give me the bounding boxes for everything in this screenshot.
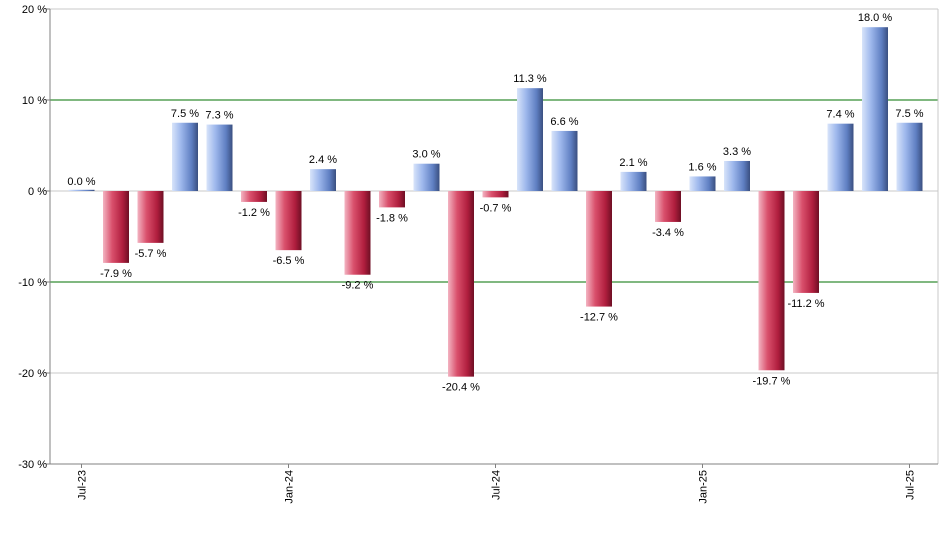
bar-nov-24 xyxy=(620,171,647,191)
y-tick-label: 10 % xyxy=(22,95,47,107)
bar-value-label: -12.7 % xyxy=(580,312,618,324)
bar-value-label: -1.8 % xyxy=(376,212,408,224)
bar-value-label: 7.5 % xyxy=(895,108,923,120)
bar-value-label: 3.0 % xyxy=(412,149,440,161)
bars xyxy=(68,27,923,377)
y-tick-label: -10 % xyxy=(18,277,47,289)
bar-aug-23 xyxy=(103,191,129,263)
bar-value-label: -5.7 % xyxy=(135,248,167,260)
bar-value-label: 0.0 % xyxy=(67,176,95,188)
bar-aug-24 xyxy=(517,88,543,191)
bar-value-label: 2.1 % xyxy=(619,157,647,169)
bar-jul-23 xyxy=(68,189,95,191)
bar-feb-25 xyxy=(724,160,750,191)
bar-jul-25 xyxy=(896,122,923,191)
bar-sep-24 xyxy=(551,130,578,191)
bar-value-label: 7.4 % xyxy=(826,109,854,121)
y-tick-label: -20 % xyxy=(18,368,47,380)
bar-value-label: -7.9 % xyxy=(100,268,132,280)
bar-apr-25 xyxy=(793,191,819,293)
bar-value-label: -3.4 % xyxy=(652,227,684,239)
x-tick-label: Jan-24 xyxy=(284,470,296,504)
bar-value-label: 6.6 % xyxy=(550,116,578,128)
y-tick-label: 0 % xyxy=(28,186,47,198)
bar-oct-24 xyxy=(586,191,612,307)
bar-value-label: -19.7 % xyxy=(753,375,791,387)
x-tick-label: Jul-24 xyxy=(491,470,503,500)
bar-value-label: 18.0 % xyxy=(858,12,892,24)
bar-value-label: 7.3 % xyxy=(205,110,233,122)
bar-value-label: 7.5 % xyxy=(171,108,199,120)
bar-jun-24 xyxy=(448,191,474,377)
bar-value-label: -9.2 % xyxy=(342,280,374,292)
bar-may-24 xyxy=(413,163,440,191)
bar-value-label: 11.3 % xyxy=(513,73,547,85)
bar-value-label: -1.2 % xyxy=(238,207,270,219)
bar-oct-23 xyxy=(172,122,198,191)
bar-feb-24 xyxy=(310,169,336,191)
bar-mar-24 xyxy=(344,191,371,275)
bar-jun-25 xyxy=(862,27,888,192)
y-tick-label: 20 % xyxy=(22,4,47,16)
y-tick-label: -30 % xyxy=(18,459,47,471)
bar-jan-24 xyxy=(275,191,302,251)
bar-value-label: 2.4 % xyxy=(309,154,337,166)
x-tick-label: Jul-23 xyxy=(77,470,89,500)
bar-value-label: -6.5 % xyxy=(273,255,305,267)
bar-jan-25 xyxy=(689,176,716,191)
bar-nov-23 xyxy=(206,124,233,191)
x-tick-label: Jan-25 xyxy=(698,470,710,504)
bar-value-label: 1.6 % xyxy=(688,161,716,173)
bar-mar-25 xyxy=(758,191,785,371)
bar-value-label: -11.2 % xyxy=(787,298,824,310)
bar-value-label: 3.3 % xyxy=(723,146,751,158)
bar-dec-23 xyxy=(241,191,267,202)
axes: 20 % 10 % 0 % -10 % -20 % -30 % Jul-23 Jan-24 Ju… xyxy=(18,4,938,504)
bar-jul-24 xyxy=(482,191,509,198)
bar-dec-24 xyxy=(655,191,681,222)
bar-sep-23 xyxy=(137,191,164,243)
bar-value-label: -0.7 % xyxy=(480,202,512,214)
value-labels: 0.0 % -7.9 %-5.7 % 7.5 % 7.3 % -1.2 % -6.5 % 2… xyxy=(67,12,923,393)
bar-value-label: -20.4 % xyxy=(442,382,480,394)
x-tick-label: Jul-25 xyxy=(905,470,917,500)
bar-may-25 xyxy=(827,123,854,191)
bar-apr-24 xyxy=(379,191,405,208)
